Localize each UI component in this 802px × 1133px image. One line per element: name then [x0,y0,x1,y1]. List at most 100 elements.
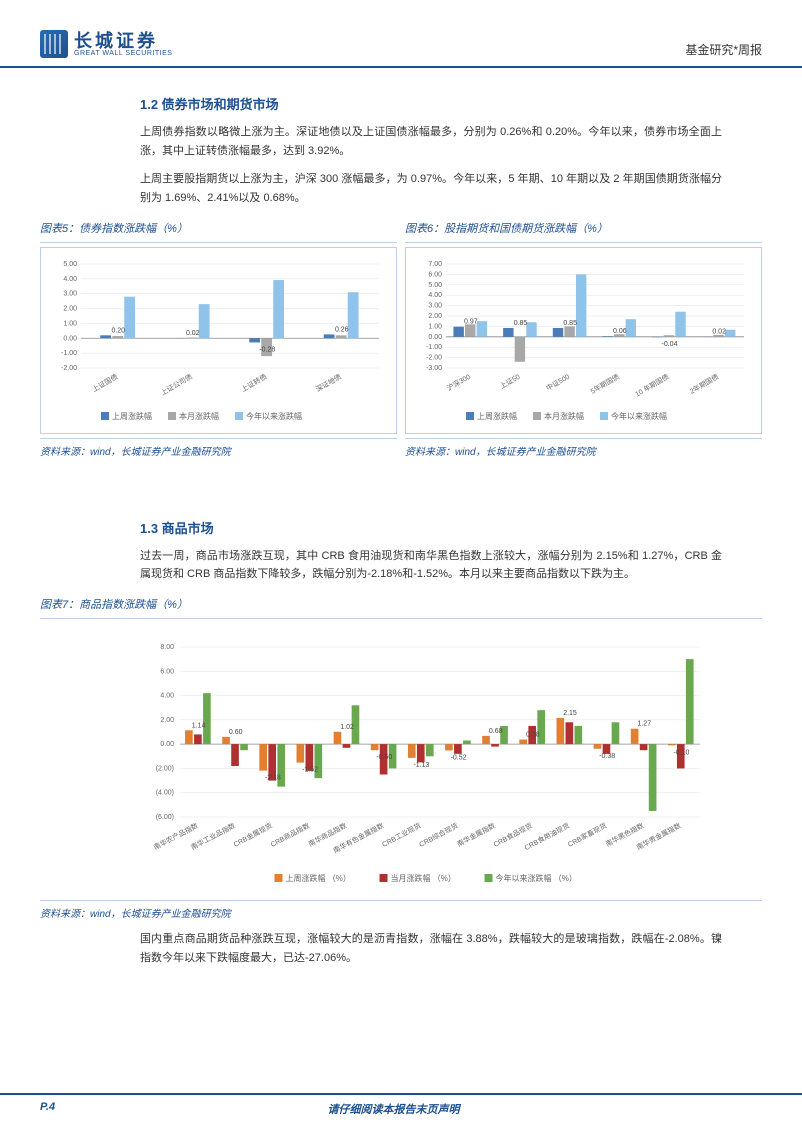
svg-text:2.00: 2.00 [160,717,174,724]
svg-text:(4.00): (4.00) [156,790,174,797]
svg-text:0.02: 0.02 [712,328,726,335]
svg-text:2.15: 2.15 [563,710,577,717]
footer-spacer [732,1101,762,1117]
logo-cn: 长城证券 [74,32,172,50]
svg-text:0.85: 0.85 [514,320,528,327]
svg-text:-1.52: -1.52 [302,767,318,774]
svg-text:3.00: 3.00 [63,290,77,297]
section-1-2-p1: 上周债券指数以略微上涨为主。深证地债以及上证国债涨幅最多，分别为 0.26%和 … [140,123,722,160]
page-header: 长城证券 GREAT WALL SECURITIES 基金研究*周报 [0,0,802,68]
page-footer: P.4 请仔细阅读本报告末页声明 [0,1093,802,1133]
svg-text:-1.00: -1.00 [61,350,77,357]
svg-text:4.00: 4.00 [63,276,77,283]
svg-text:8.00: 8.00 [160,644,174,651]
header-category: 基金研究*周报 [685,41,762,58]
footer-disclaimer: 请仔细阅读本报告末页声明 [328,1101,460,1117]
section-1-2-p2: 上周主要股指期货以上涨为主，沪深 300 涨幅最多，为 0.97%。今年以来，5… [140,170,722,207]
svg-text:0.00: 0.00 [160,741,174,748]
logo: 长城证券 GREAT WALL SECURITIES [40,30,172,58]
svg-text:今年以来涨跌幅 （%）: 今年以来涨跌幅 （%） [496,873,577,883]
svg-text:0.60: 0.60 [229,729,243,736]
svg-text:CRB商品指数: CRB商品指数 [269,821,311,849]
svg-text:CRB工业现货: CRB工业现货 [380,821,422,849]
svg-text:CRB家畜现货: CRB家畜现货 [566,821,608,849]
section-1-3-title: 1.3 商品市场 [140,518,762,537]
svg-text:4.00: 4.00 [160,693,174,700]
chart5-block: 图表5：债券指数涨跌幅（%） -2.00 -1.00 0.00 1.00 2.00 3.0… [40,218,397,458]
chart6-box: -3.00-2.00-1.000.001.002.003.004.005.006… [405,247,762,434]
chart6-svg: -3.00-2.00-1.000.001.002.003.004.005.006… [412,256,752,426]
svg-text:上证国债: 上证国债 [91,372,120,394]
svg-text:0.38: 0.38 [526,732,540,739]
svg-text:(6.00): (6.00) [156,814,174,821]
chart5-source: 资料来源：wind，长城证券产业金融研究院 [40,438,397,458]
svg-text:5.00: 5.00 [428,282,442,289]
chart6-source: 资料来源：wind，长城证券产业金融研究院 [405,438,762,458]
svg-text:10 年期国债: 10 年期国债 [633,372,670,399]
svg-text:1.27: 1.27 [637,721,651,728]
svg-text:今年以来涨跌幅: 今年以来涨跌幅 [246,411,302,421]
svg-text:南华金属指数: 南华金属指数 [455,821,496,849]
svg-text:6.00: 6.00 [428,271,442,278]
svg-text:1.00: 1.00 [63,320,77,327]
svg-text:-1.13: -1.13 [413,762,429,769]
svg-text:0.26: 0.26 [335,326,349,333]
footer-page-number: P.4 [40,1101,55,1117]
svg-text:-0.28: -0.28 [259,346,275,353]
svg-text:上证公司债: 上证公司债 [159,372,194,397]
svg-text:-2.18: -2.18 [265,775,281,782]
svg-text:上证50: 上证50 [498,372,521,391]
svg-text:沪深300: 沪深300 [445,372,472,393]
svg-text:上证转债: 上证转债 [240,372,269,394]
svg-text:上周涨跌幅: 上周涨跌幅 [477,411,517,421]
svg-text:3.00: 3.00 [428,302,442,309]
svg-text:-0.38: -0.38 [599,753,615,760]
chart-row-5-6: 图表5：债券指数涨跌幅（%） -2.00 -1.00 0.00 1.00 2.00 3.0… [40,218,762,458]
svg-text:7.00: 7.00 [428,261,442,268]
svg-text:0.00: 0.00 [63,335,77,342]
svg-text:-2.00: -2.00 [61,365,77,372]
chart5-title: 图表5：债券指数涨跌幅（%） [40,218,397,243]
page-content: 1.2 债券市场和期货市场 上周债券指数以略微上涨为主。深证地债以及上证国债涨幅… [0,68,802,968]
svg-text:上周涨跌幅: 上周涨跌幅 [112,411,152,421]
svg-text:2.00: 2.00 [63,305,77,312]
svg-text:0.00: 0.00 [428,334,442,341]
logo-en: GREAT WALL SECURITIES [74,50,172,57]
svg-text:本月涨跌幅: 本月涨跌幅 [179,411,219,421]
svg-text:0.68: 0.68 [489,728,503,735]
chart5-svg: -2.00-1.000.001.002.003.004.005.000.20上证… [47,256,387,426]
svg-text:1.02: 1.02 [340,724,354,731]
chart6-block: 图表6：股指期货和国债期货涨跌幅（%） -3.00-2.00-1.000.001… [405,218,762,458]
svg-text:(2.00): (2.00) [156,766,174,773]
logo-icon [40,30,68,58]
section-1-3-p2: 国内重点商品期货品种涨跌互现，涨幅较大的是沥青指数，涨幅在 3.88%，跌幅较大… [140,930,722,967]
svg-text:本月涨跌幅: 本月涨跌幅 [544,411,584,421]
chart5-box: -2.00-1.000.001.002.003.004.005.000.20上证… [40,247,397,434]
chart7-title: 图表7：商品指数涨跌幅（%） [40,594,762,619]
svg-text:1.00: 1.00 [428,323,442,330]
svg-text:-0.52: -0.52 [451,755,467,762]
section-1-2-title: 1.2 债券市场和期货市场 [140,94,762,113]
svg-text:0.06: 0.06 [613,328,627,335]
svg-text:深证地债: 深证地债 [314,372,343,394]
svg-text:今年以来涨跌幅: 今年以来涨跌幅 [611,411,667,421]
svg-text:1.14: 1.14 [192,722,206,729]
chart7-svg: (6.00) (4.00) (2.00) 0.00 2.00 4.00 6.00 8.00 1.… [40,633,760,893]
svg-text:0.02: 0.02 [186,330,200,337]
svg-text:5年期国债: 5年期国债 [589,372,621,396]
svg-text:4.00: 4.00 [428,292,442,299]
svg-text:-0.10: -0.10 [673,749,689,756]
svg-text:CRB综合现货: CRB综合现货 [418,821,460,849]
svg-text:当月涨跌幅 （%）: 当月涨跌幅 （%） [391,873,456,883]
svg-text:2年期国债: 2年期国债 [688,372,720,396]
svg-text:5.00: 5.00 [63,261,77,268]
svg-text:6.00: 6.00 [160,668,174,675]
svg-text:-2.00: -2.00 [426,354,442,361]
svg-text:-0.50: -0.50 [376,754,392,761]
svg-text:上周涨跌幅 （%）: 上周涨跌幅 （%） [286,873,351,883]
logo-text: 长城证券 GREAT WALL SECURITIES [74,32,172,57]
svg-text:2.00: 2.00 [428,313,442,320]
svg-text:0.85: 0.85 [563,320,577,327]
svg-text:-0.04: -0.04 [662,341,678,348]
section-1-3-p1: 过去一周，商品市场涨跌互现，其中 CRB 食用油现货和南华黑色指数上涨较大，涨幅… [140,547,722,584]
